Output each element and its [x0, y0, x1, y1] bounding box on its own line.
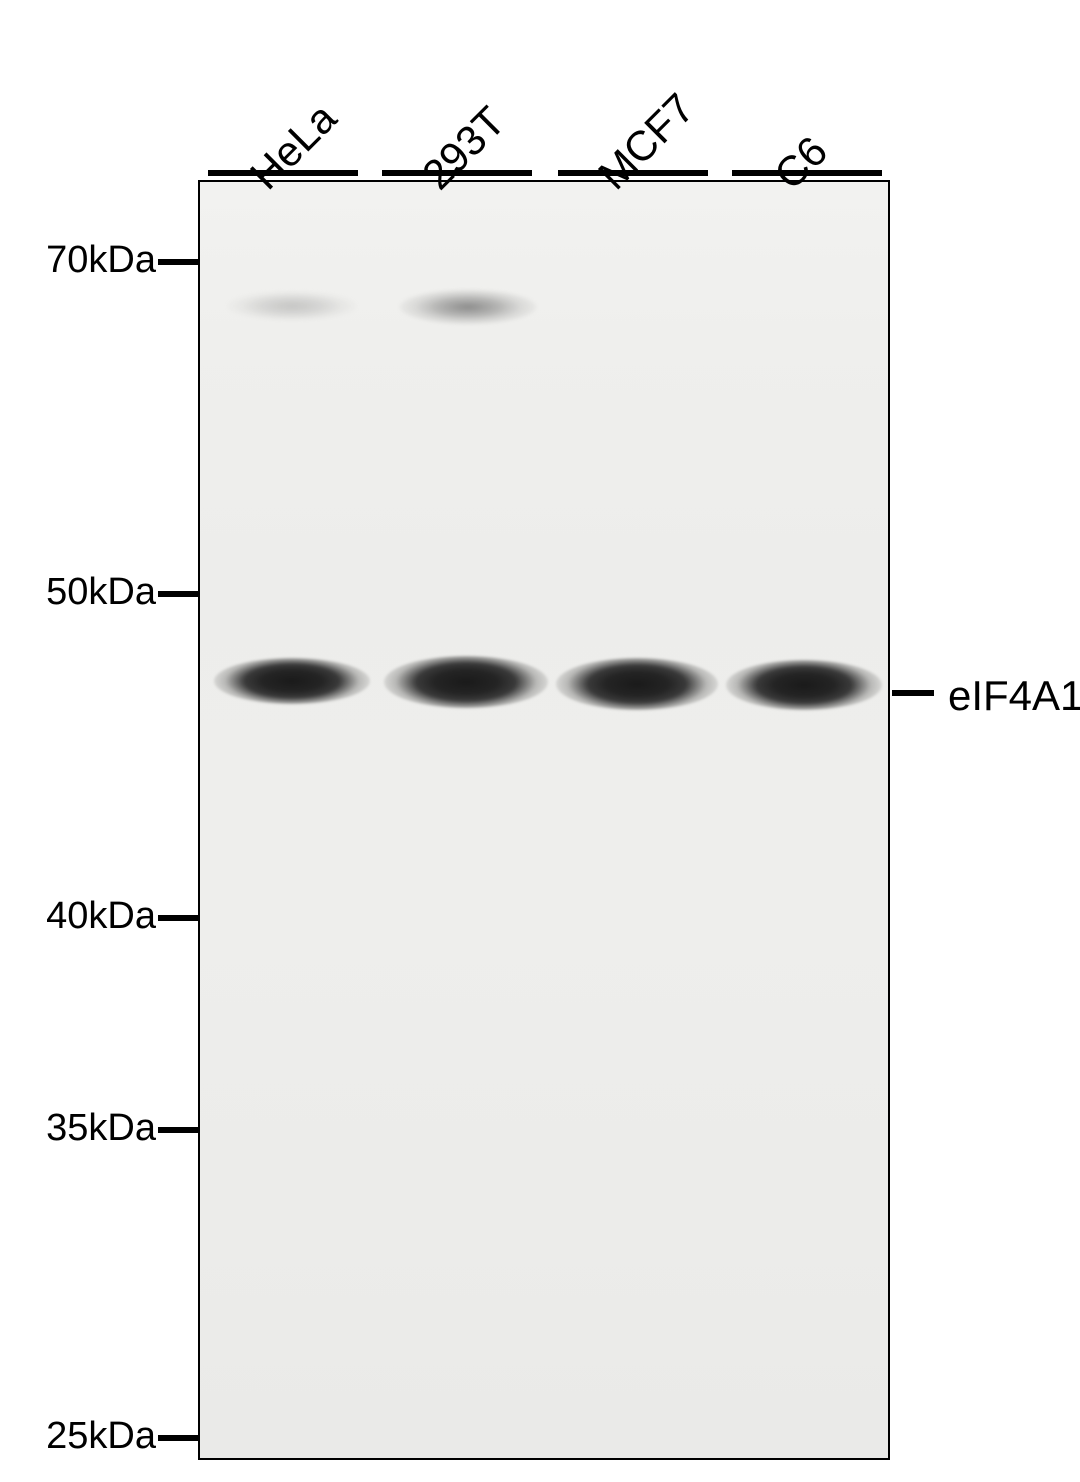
mw-label-2: 40kDa — [6, 895, 156, 938]
lane-underline-3 — [732, 170, 882, 176]
lane-underline-1 — [382, 170, 532, 176]
lane-underline-2 — [558, 170, 708, 176]
band-4 — [228, 292, 356, 320]
blot-membrane — [198, 180, 890, 1460]
mw-label-3: 35kDa — [6, 1107, 156, 1150]
mw-label-0: 70kDa — [6, 239, 156, 282]
mw-tick-2 — [158, 915, 198, 921]
band-2 — [556, 658, 718, 710]
mw-tick-4 — [158, 1435, 198, 1441]
lane-underline-0 — [208, 170, 358, 176]
protein-label: eIF4A1 — [948, 672, 1080, 720]
mw-tick-3 — [158, 1127, 198, 1133]
mw-tick-1 — [158, 591, 198, 597]
mw-label-4: 25kDa — [6, 1415, 156, 1458]
band-1 — [384, 656, 548, 708]
protein-tick — [892, 690, 934, 696]
mw-tick-0 — [158, 259, 198, 265]
band-5 — [400, 290, 536, 324]
western-blot-figure: HeLa 293T MCF7 C6 70kDa 50kDa 40kDa 35kD… — [0, 0, 1080, 1482]
band-0 — [214, 658, 370, 704]
band-3 — [726, 660, 882, 710]
mw-label-1: 50kDa — [6, 571, 156, 614]
